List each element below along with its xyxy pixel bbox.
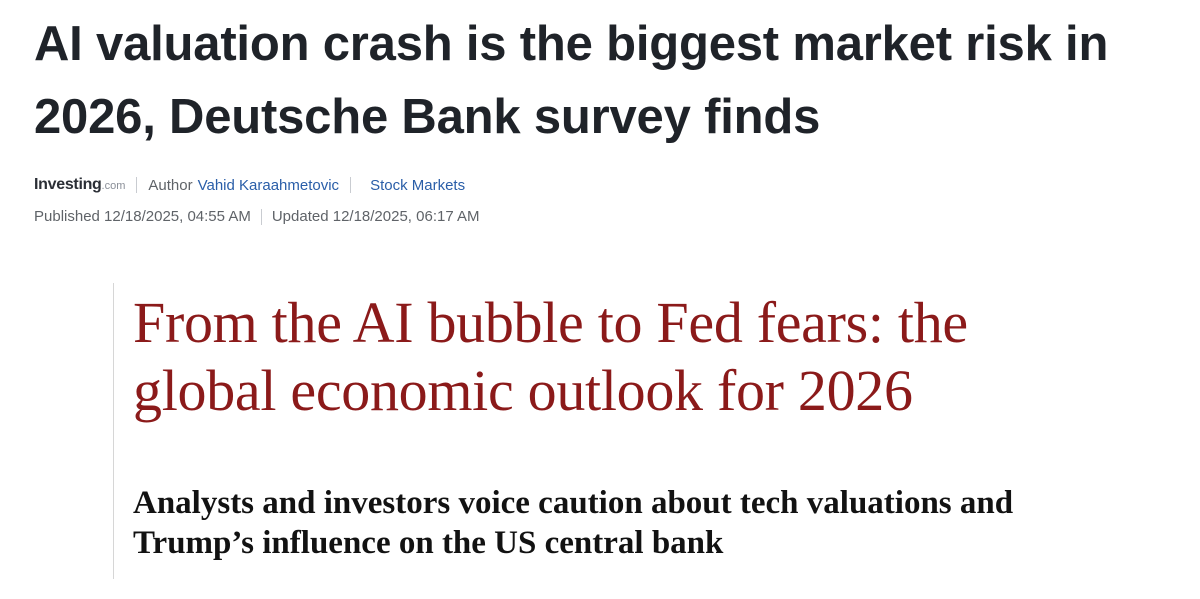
meta-divider bbox=[350, 177, 352, 193]
category-link[interactable]: Stock Markets bbox=[370, 176, 466, 194]
article-dates-row: Published 12/18/2025, 04:55 AM Updated 1… bbox=[34, 208, 480, 225]
article-headline: AI valuation crash is the biggest market… bbox=[34, 17, 1109, 144]
published-date: Published 12/18/2025, 04:55 AM bbox=[34, 208, 251, 225]
author-label: Author bbox=[148, 176, 193, 194]
dates-divider bbox=[260, 208, 262, 225]
embedded-article-quote: From the AI bubble to Fed fears: the glo… bbox=[113, 283, 1114, 579]
quoted-standfirst: Analysts and investors voice caution abo… bbox=[133, 485, 1014, 561]
updated-date: Updated 12/18/2025, 06:17 AM bbox=[271, 208, 480, 225]
meta-divider bbox=[136, 177, 138, 193]
article-meta-row: Investing.com Author Vahid Karaahmetovic… bbox=[34, 176, 465, 194]
quoted-headline: From the AI bubble to Fed fears: the glo… bbox=[133, 290, 968, 423]
logo-suffix: .com bbox=[101, 180, 126, 192]
logo-text: Investing bbox=[34, 176, 102, 193]
author-link[interactable]: Vahid Karaahmetovic bbox=[197, 176, 340, 194]
investing-logo[interactable]: Investing.com bbox=[34, 176, 125, 194]
investing-article-header: AI valuation crash is the biggest market… bbox=[34, 0, 1184, 225]
